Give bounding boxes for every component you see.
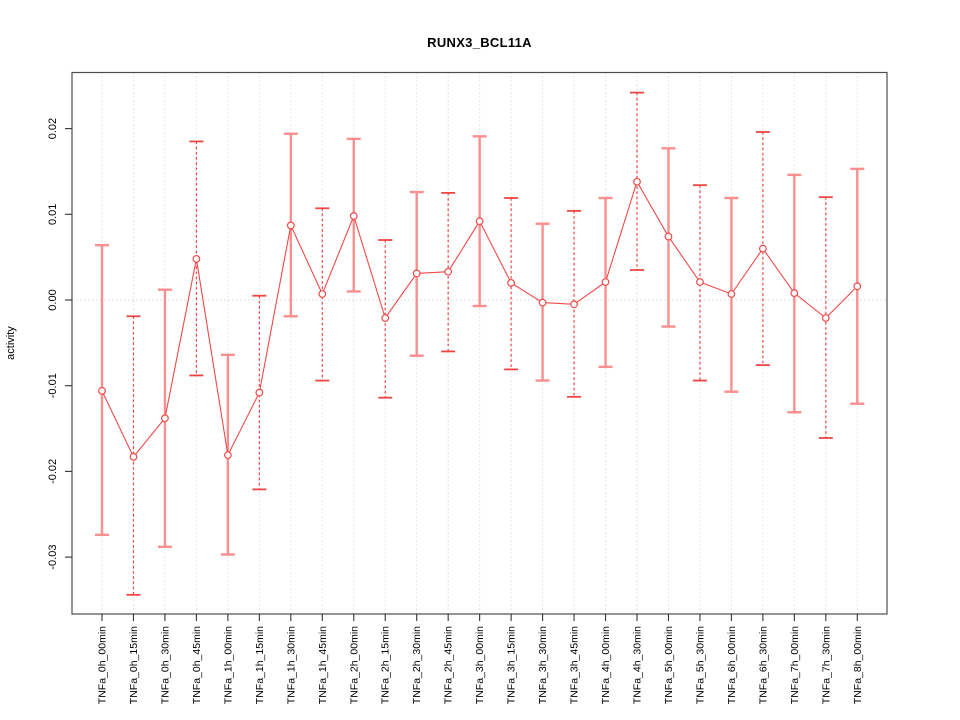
x-tick-label: TNFa_2h_45min [443, 626, 455, 704]
data-point [286, 221, 295, 230]
x-tick-label: TNFa_4h_00min [600, 626, 612, 704]
data-point [444, 267, 453, 276]
x-tick-label: TNFa_2h_15min [380, 626, 392, 704]
data-point [192, 254, 201, 263]
data-point [349, 212, 358, 220]
y-tick-label: 0.00 [47, 289, 59, 310]
y-tick-label: 0.01 [47, 204, 59, 225]
x-tick-label: TNFa_6h_00min [726, 626, 738, 704]
x-tick-label: TNFa_4h_30min [631, 626, 643, 704]
data-point [696, 278, 704, 286]
data-point [727, 290, 736, 298]
x-tick-label: TNFa_1h_00min [222, 626, 234, 704]
x-tick-label: TNFa_5h_00min [663, 626, 675, 704]
x-tick-label: TNFa_0h_15min [128, 626, 140, 704]
x-tick-label: TNFa_3h_15min [506, 626, 518, 704]
chart-title: RUNX3_BCL11A [427, 35, 532, 50]
y-tick-label: -0.02 [47, 459, 59, 484]
x-tick-label: TNFa_0h_45min [191, 626, 203, 704]
x-tick-label: TNFa_2h_30min [411, 626, 423, 704]
data-point [601, 278, 610, 286]
data-point [98, 386, 106, 395]
data-point [129, 452, 138, 461]
x-tick-label: TNFa_6h_30min [757, 626, 769, 704]
x-tick-label: TNFa_7h_00min [789, 626, 801, 704]
data-point [255, 388, 264, 397]
x-tick-label: TNFa_7h_30min [820, 626, 832, 704]
x-tick-label: TNFa_0h_00min [97, 626, 109, 704]
x-tick-label: TNFa_3h_45min [569, 626, 581, 704]
data-point [475, 217, 484, 226]
x-tick-label: TNFa_8h_00min [852, 626, 864, 704]
data-point [318, 290, 327, 298]
x-tick-label: TNFa_0h_30min [159, 626, 171, 704]
data-point [507, 278, 516, 287]
data-point [758, 244, 767, 253]
data-point [538, 298, 547, 307]
y-tick-label: 0.02 [47, 118, 59, 139]
y-tick-label: -0.03 [47, 545, 59, 570]
data-point [790, 289, 799, 298]
data-point [381, 314, 390, 322]
data-point [821, 314, 830, 322]
data-point [161, 414, 169, 423]
x-tick-label: TNFa_2h_00min [348, 626, 360, 704]
y-tick-label: -0.01 [47, 373, 59, 398]
x-tick-label: TNFa_3h_30min [537, 626, 549, 704]
x-tick-label: TNFa_3h_00min [474, 626, 486, 704]
data-point [633, 177, 641, 186]
x-tick-label: TNFa_5h_30min [694, 626, 706, 704]
data-point [223, 451, 232, 460]
data-point [664, 232, 673, 241]
x-tick-label: TNFa_1h_45min [317, 626, 329, 704]
x-tick-label: TNFa_1h_15min [254, 626, 266, 704]
data-point [412, 269, 421, 278]
data-point [570, 300, 578, 309]
data-point [853, 282, 862, 291]
x-tick-label: TNFa_1h_30min [285, 626, 297, 704]
